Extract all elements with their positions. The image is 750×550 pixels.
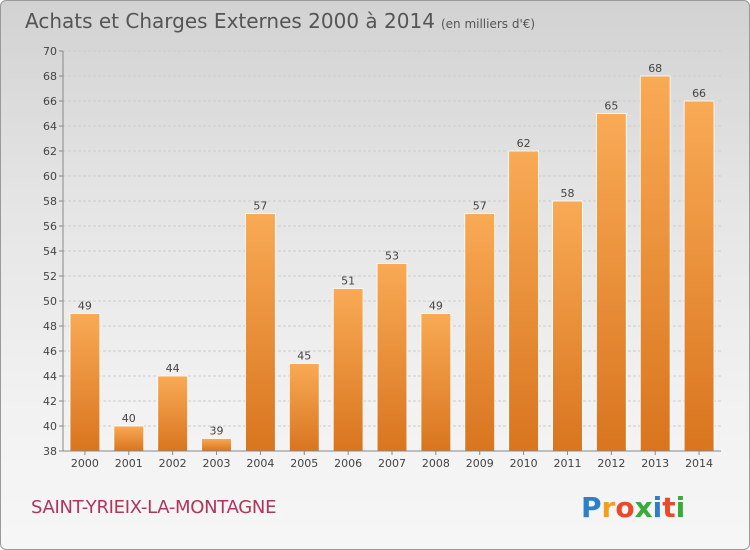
data-label-2006: 51 — [341, 275, 355, 288]
y-tick-label: 60 — [43, 170, 57, 183]
data-label-2011: 58 — [560, 187, 574, 200]
bar-2002 — [157, 375, 188, 452]
bar-2007 — [376, 263, 408, 452]
data-label-2008: 49 — [429, 300, 443, 313]
x-tick-label-2012: 2012 — [597, 457, 625, 470]
data-label-2000: 49 — [78, 300, 92, 313]
bar-2004 — [245, 213, 276, 452]
y-tick-label: 62 — [43, 145, 57, 158]
proxiti-logo: Proxiti — [581, 491, 685, 524]
x-tick-label-2009: 2009 — [466, 457, 494, 470]
bar-2008 — [420, 313, 452, 452]
bar-2014 — [683, 100, 715, 452]
data-label-2009: 57 — [473, 200, 487, 213]
x-tick-label-2000: 2000 — [71, 457, 99, 470]
data-label-2013: 68 — [648, 62, 662, 75]
data-label-2007: 53 — [385, 250, 399, 263]
x-tick-label-2007: 2007 — [378, 457, 406, 470]
town-name: SAINT-YRIEIX-LA-MONTAGNE — [31, 497, 277, 518]
y-tick-label: 40 — [43, 420, 57, 433]
x-tick-label-2005: 2005 — [290, 457, 318, 470]
svg-text:Proxiti: Proxiti — [581, 491, 685, 524]
x-tick-label-2008: 2008 — [422, 457, 450, 470]
bar-2006 — [332, 288, 364, 452]
bar-2009 — [464, 213, 496, 452]
y-tick-label: 64 — [43, 120, 57, 133]
bars: 49 40 44 39 57 45 51 53 49 57 62 58 65 68 66 — [69, 62, 715, 452]
data-label-2004: 57 — [253, 200, 267, 213]
x-tick-label-2001: 2001 — [115, 457, 143, 470]
y-tick-label: 52 — [43, 270, 57, 283]
x-tick-label-2013: 2013 — [641, 457, 669, 470]
data-label-2014: 66 — [692, 87, 706, 100]
y-tick-label: 68 — [43, 70, 57, 83]
y-tick-label: 66 — [43, 95, 57, 108]
x-tick-label-2011: 2011 — [553, 457, 581, 470]
y-tick-label: 44 — [43, 370, 57, 383]
y-tick-label: 54 — [43, 245, 57, 258]
data-label-2012: 65 — [604, 100, 618, 113]
y-tick-label: 42 — [43, 395, 57, 408]
x-tick-label-2006: 2006 — [334, 457, 362, 470]
x-tick-label-2014: 2014 — [685, 457, 713, 470]
x-tick-label-2010: 2010 — [510, 457, 538, 470]
bar-2003 — [201, 438, 232, 452]
y-tick-label: 46 — [43, 345, 57, 358]
chart-subtitle: (en milliers d'€) — [440, 17, 536, 31]
x-tick-label-2004: 2004 — [246, 457, 274, 470]
y-tick-label: 58 — [43, 195, 57, 208]
y-tick-label: 70 — [43, 45, 57, 58]
chart-title-text: Achats et Charges Externes 2000 à 2014 — [25, 9, 435, 33]
x-tick-label-2002: 2002 — [159, 457, 187, 470]
y-tick-label: 50 — [43, 295, 57, 308]
bar-2010 — [508, 150, 539, 452]
bar-2005 — [288, 363, 320, 452]
data-label-2001: 40 — [122, 412, 136, 425]
chart-title: Achats et Charges Externes 2000 à 2014 (e… — [25, 9, 535, 33]
bar-2000 — [69, 313, 101, 452]
bar-2013 — [639, 75, 671, 452]
data-label-2010: 62 — [517, 137, 531, 150]
bar-2011 — [552, 200, 583, 452]
data-label-2005: 45 — [297, 350, 311, 363]
y-tick-label: 38 — [43, 445, 57, 458]
data-label-2003: 39 — [210, 425, 224, 438]
y-tick-label: 56 — [43, 220, 57, 233]
bar-2012 — [596, 113, 627, 452]
x-tick-label-2003: 2003 — [203, 457, 231, 470]
axes: 38 40 42 44 46 48 50 52 54 56 58 60 62 64 66 68 70 2000 20… — [43, 45, 721, 470]
data-label-2002: 44 — [166, 362, 180, 375]
bar-2001 — [113, 425, 145, 452]
y-tick-label: 48 — [43, 320, 57, 333]
